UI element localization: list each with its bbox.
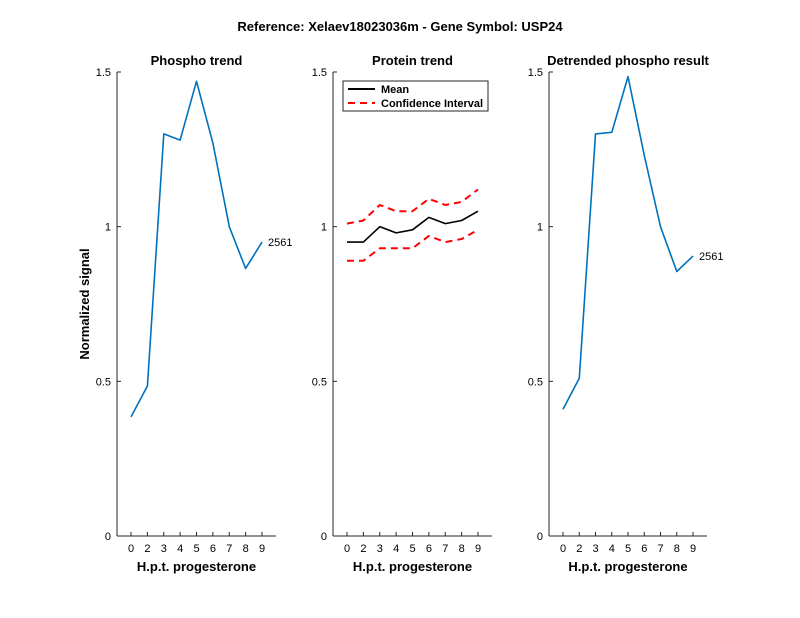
x-tick-label: 9 bbox=[259, 543, 265, 555]
x-tick-label: 0 bbox=[560, 543, 566, 555]
x-tick-label: 5 bbox=[409, 543, 415, 555]
legend-entry: Mean bbox=[381, 84, 409, 96]
y-tick-label: 0 bbox=[537, 531, 543, 543]
x-tick-label: 9 bbox=[690, 543, 696, 555]
x-tick-label: 6 bbox=[426, 543, 432, 555]
chart-title: Phospho trend bbox=[151, 53, 243, 68]
y-tick-label: 1 bbox=[537, 222, 543, 234]
x-tick-label: 7 bbox=[226, 543, 232, 555]
x-tick-label: 0 bbox=[128, 543, 134, 555]
x-tick-label: 8 bbox=[459, 543, 465, 555]
x-tick-label: 8 bbox=[243, 543, 249, 555]
x-axis-label: H.p.t. progesterone bbox=[568, 559, 687, 574]
x-axis-label: H.p.t. progesterone bbox=[137, 559, 256, 574]
chart-title: Protein trend bbox=[372, 53, 453, 68]
series-end-label: 2561 bbox=[268, 237, 292, 249]
x-tick-label: 6 bbox=[641, 543, 647, 555]
confidence-interval-line bbox=[346, 188, 479, 225]
series-1-line bbox=[130, 80, 263, 418]
y-tick-label: 1.5 bbox=[528, 67, 543, 79]
x-tick-label: 2 bbox=[576, 543, 582, 555]
x-tick-label: 7 bbox=[657, 543, 663, 555]
series-1-line bbox=[562, 75, 694, 410]
y-tick-label: 0.5 bbox=[528, 376, 543, 388]
legend-entry: Confidence Interval bbox=[381, 98, 483, 110]
x-tick-label: 3 bbox=[161, 543, 167, 555]
x-tick-label: 3 bbox=[377, 543, 383, 555]
y-tick-label: 1.5 bbox=[312, 67, 327, 79]
figure-suptitle: Reference: Xelaev18023036m - Gene Symbol… bbox=[237, 19, 563, 34]
y-tick-label: 1 bbox=[321, 222, 327, 234]
series-3-line bbox=[347, 228, 479, 262]
series-end-label: 2561 bbox=[699, 251, 723, 263]
x-tick-label: 2 bbox=[144, 543, 150, 555]
x-tick-label: 2 bbox=[360, 543, 366, 555]
x-tick-label: 0 bbox=[344, 543, 350, 555]
y-tick-label: 0 bbox=[321, 531, 327, 543]
x-tick-label: 5 bbox=[193, 543, 199, 555]
chart-title: Detrended phospho result bbox=[547, 53, 709, 68]
y-tick-label: 0.5 bbox=[96, 376, 111, 388]
y-axis-label: Normalized signal bbox=[77, 248, 92, 359]
legend-box bbox=[342, 80, 489, 112]
x-tick-label: 4 bbox=[177, 543, 183, 555]
y-tick-label: 1 bbox=[105, 222, 111, 234]
y-tick-label: 0.5 bbox=[312, 376, 327, 388]
y-tick-label: 1.5 bbox=[96, 67, 111, 79]
x-tick-label: 6 bbox=[210, 543, 216, 555]
chart-legend: Mean Confidence Interval bbox=[342, 80, 489, 112]
x-tick-label: 4 bbox=[609, 543, 615, 555]
x-tick-label: 7 bbox=[442, 543, 448, 555]
x-tick-label: 9 bbox=[475, 543, 481, 555]
x-tick-label: 3 bbox=[592, 543, 598, 555]
mean-line bbox=[347, 210, 479, 243]
x-tick-label: 5 bbox=[625, 543, 631, 555]
x-axis-label: H.p.t. progesterone bbox=[353, 559, 472, 574]
x-tick-label: 8 bbox=[674, 543, 680, 555]
y-tick-label: 0 bbox=[105, 531, 111, 543]
x-tick-label: 4 bbox=[393, 543, 399, 555]
